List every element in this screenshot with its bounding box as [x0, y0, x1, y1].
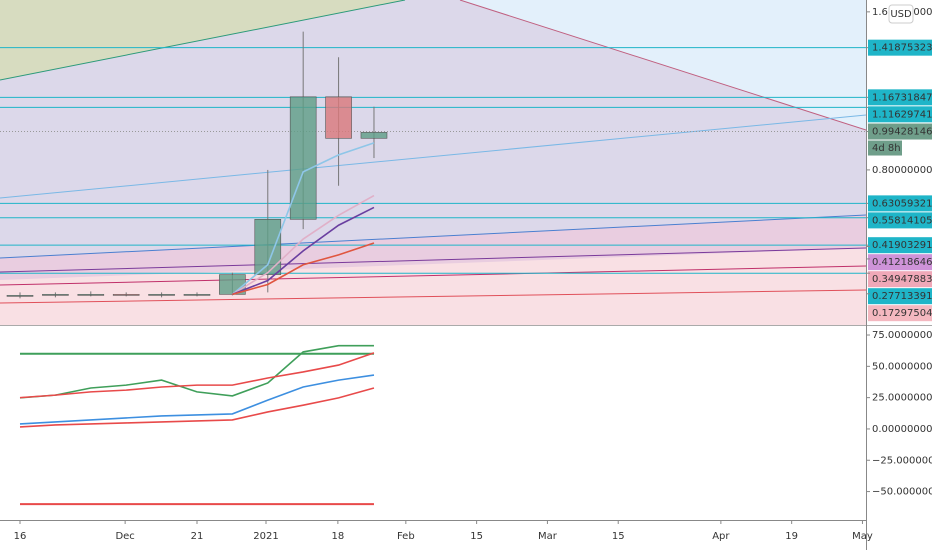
x-tick-label: 21 — [191, 531, 204, 542]
series-line — [231, 142, 375, 295]
series-line — [19, 352, 375, 399]
y-tick-label: 0.34947883 — [872, 274, 932, 285]
y-tick-label: 0.41218646 — [872, 257, 932, 268]
y-tick-label: 0.80000000 — [872, 165, 932, 176]
countdown: 4d 8h — [872, 143, 901, 154]
x-tick-label: 15 — [612, 531, 625, 542]
y-tick-label: 50.00000000 — [872, 361, 932, 372]
candle-body — [42, 294, 69, 296]
x-tick-label: 19 — [785, 531, 798, 542]
y-tick-label: 0.63059321 — [872, 198, 932, 209]
y-tick-label: 1.11629741 — [872, 109, 932, 120]
indicator-pane — [19, 344, 375, 506]
x-tick-label: 15 — [470, 531, 483, 542]
currency-badge[interactable] — [888, 4, 914, 24]
y-tick-label: −50.00000000 — [872, 487, 932, 498]
x-tick-label: Feb — [397, 531, 415, 542]
x-tick-label: May — [852, 531, 873, 542]
y-tick-label: 0.00000000 — [872, 424, 932, 435]
y-tick-label: 75.00000000 — [872, 330, 932, 341]
candle-body — [77, 294, 105, 296]
series-line — [19, 344, 374, 399]
price-pane — [0, 31, 866, 299]
series-line — [19, 387, 375, 428]
y-tick-label: −25.00000000 — [872, 455, 932, 466]
currency: USD — [890, 9, 912, 20]
y-tick-label: 25.00000000 — [872, 393, 932, 404]
y-tick-label: 0.41903291 — [872, 240, 932, 251]
series-line — [232, 206, 375, 296]
price-label-box — [868, 254, 932, 271]
candle-body — [148, 294, 175, 296]
price-label-box — [868, 195, 932, 212]
y-tick-label: 1.41875323 — [872, 43, 932, 54]
y-tick-label: 0.27713391 — [872, 291, 932, 302]
countdown-box — [868, 140, 902, 156]
candle-body — [183, 294, 211, 296]
price-label-box — [868, 89, 932, 106]
candle-body — [360, 132, 388, 139]
y-tick-label: 0.99428146 — [872, 127, 932, 138]
price-label-box — [868, 305, 932, 322]
candle-body — [325, 96, 352, 139]
candle-body — [289, 96, 317, 220]
candle-body — [254, 219, 282, 275]
price-label-box — [868, 237, 932, 254]
series-line — [19, 374, 375, 425]
x-tick-label: Apr — [712, 531, 730, 542]
price-label-box — [868, 271, 932, 288]
x-tick-label: 16 — [14, 531, 27, 542]
x-tick-label: 18 — [332, 531, 345, 542]
axes: 1.600000001.418753231.167318471.11629741… — [14, 7, 932, 542]
price-label-box — [868, 212, 932, 229]
candle-body — [6, 295, 34, 297]
series-line — [232, 242, 375, 296]
price-label-box — [868, 123, 932, 140]
x-tick-label: 2021 — [253, 531, 278, 542]
x-tick-label: Mar — [538, 531, 558, 542]
y-tick-label: 0.55814105 — [872, 215, 932, 226]
series-line — [231, 194, 375, 296]
price-label-box — [868, 106, 932, 123]
price-label-box — [868, 288, 932, 305]
x-tick-label: Dec — [115, 531, 134, 542]
candle-body — [112, 294, 140, 296]
y-tick-label: 0.17297504 — [872, 308, 932, 319]
price-label-box — [868, 39, 932, 56]
y-tick-label: 1.16731847 — [872, 92, 932, 103]
